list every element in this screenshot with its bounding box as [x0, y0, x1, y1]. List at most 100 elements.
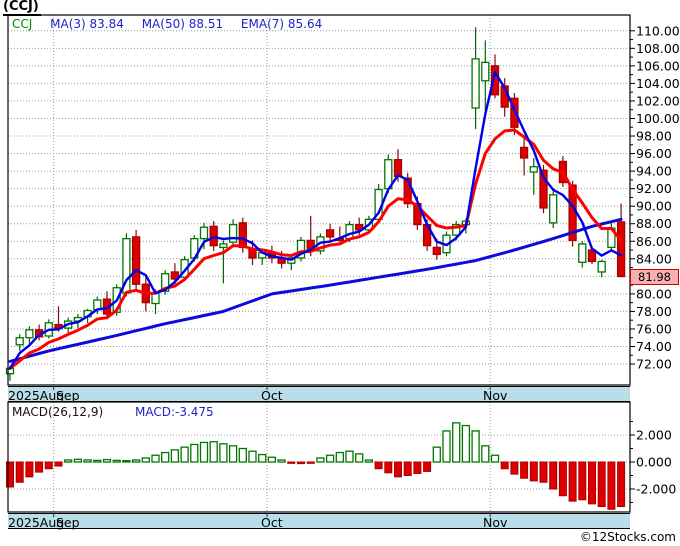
ma3-line [8, 70, 623, 370]
macd-bar-positive [267, 456, 277, 463]
macd-bar-negative [500, 461, 509, 470]
macd-bar-negative [617, 461, 626, 508]
macd-bar-positive [73, 458, 83, 463]
price-tick-label: 88.00 [636, 216, 672, 231]
macd-bar-negative [25, 461, 34, 478]
candle-body [529, 166, 538, 173]
macd-bar-negative [588, 461, 596, 505]
macd-bar-positive [131, 459, 141, 463]
macd-bar-positive [170, 449, 180, 463]
macd-bar-positive [325, 454, 335, 463]
candle-body [519, 146, 529, 159]
macd-bar-positive [432, 446, 441, 463]
macd-bar-positive [112, 459, 121, 463]
date-axis-bottom: 2025Aug Sep Oct Nov [8, 513, 630, 530]
macd-bar-positive [490, 454, 500, 463]
candle-body [393, 159, 403, 178]
candle-body [481, 61, 490, 82]
macd-bar-positive [219, 443, 228, 463]
macd-bar-negative [384, 461, 393, 474]
macd-bar-positive [238, 447, 247, 463]
macd-bar-negative [597, 461, 606, 508]
legend-ma50-label: MA(50) [141, 17, 185, 31]
macd-bar-positive [151, 454, 160, 463]
candle-body [161, 273, 170, 292]
macd-bar-positive [209, 441, 218, 463]
macd-bar-negative [558, 461, 567, 497]
macd-histogram [6, 422, 626, 510]
macd-bar-negative [423, 461, 432, 472]
macd-bar-positive [452, 422, 461, 463]
month-label: Sep [56, 388, 80, 403]
ema7-line [8, 128, 623, 370]
macd-value-label: MACD:-3.475 [134, 405, 214, 419]
macd-bar-negative [578, 461, 587, 501]
candle-body [432, 246, 441, 256]
month-label: 2025Aug [8, 388, 65, 403]
last-price-tag: 81.98 [630, 269, 679, 285]
macd-bar-negative [607, 461, 616, 510]
macd-bar-positive [335, 451, 344, 463]
month-label: Nov [483, 388, 508, 403]
macd-bar-positive [364, 459, 374, 463]
candle-body [238, 222, 247, 249]
price-tick-label: 108.00 [636, 41, 680, 56]
macd-panel: 2.000 0.000 -2.000 [6, 402, 676, 512]
macd-bar-positive [190, 443, 199, 463]
price-tick-label: 74.00 [636, 339, 672, 354]
month-label: Oct [261, 388, 283, 403]
macd-bar-negative [374, 461, 383, 470]
price-tick-label: 78.00 [636, 304, 672, 319]
macd-bar-negative [44, 461, 53, 470]
candle-body [578, 243, 587, 263]
macd-bar-positive [481, 445, 490, 463]
main-panel: 72.0074.0076.0078.0080.0082.0084.0086.00… [5, 15, 680, 385]
legend-ma50-value: 88.51 [188, 17, 224, 31]
macd-bar-negative [529, 461, 538, 482]
price-tick-label: 94.00 [636, 164, 672, 179]
macd-bar-negative [297, 461, 305, 465]
candle-body [616, 221, 626, 278]
price-tick-label: 100.00 [636, 111, 680, 126]
macd-bar-positive [122, 459, 131, 463]
macd-bar-positive [277, 459, 286, 463]
macd-legend: MACD(26,12,9) MACD:-3.475 [12, 405, 214, 419]
candle-body [510, 97, 519, 128]
macd-bar-positive [64, 459, 73, 463]
price-tick-label: 110.00 [636, 23, 680, 38]
legend-ma3-label: MA(3) [50, 17, 86, 31]
month-label: Oct [261, 515, 283, 530]
candle-body [490, 65, 500, 96]
macd-bar-positive [93, 459, 102, 463]
price-tick-label: 104.00 [636, 76, 680, 91]
candle-body [228, 223, 238, 243]
macd-tick-label: 2.000 [636, 428, 672, 443]
candle-body [549, 194, 558, 224]
macd-bar-positive [102, 458, 112, 463]
legend-ema7-value: 85.64 [287, 17, 323, 31]
page-title: (CCJ) [3, 0, 41, 16]
macd-bar-positive [258, 453, 267, 463]
price-tick-label: 80.00 [636, 286, 672, 301]
price-tick-label: 102.00 [636, 93, 680, 108]
macd-bar-negative [539, 461, 548, 483]
legend-ema7-label: EMA(7) [240, 17, 285, 31]
macd-bar-positive [461, 424, 471, 463]
candle-body [131, 236, 141, 285]
macd-bar-negative [306, 461, 315, 464]
legend-ma3-value: 83.84 [89, 17, 124, 31]
candle-body [219, 243, 228, 249]
main-panel-border [7, 14, 631, 386]
candle-body [597, 260, 606, 273]
macd-bar-negative [35, 461, 44, 473]
price-tick-label: 86.00 [636, 234, 672, 249]
price-tick-label: 106.00 [636, 58, 680, 73]
credit-link[interactable]: ©12Stocks.com [579, 530, 676, 544]
macd-bar-negative [394, 461, 402, 478]
macd-bar-negative [287, 461, 296, 464]
price-tick-label: 84.00 [636, 251, 672, 266]
month-label: Sep [56, 515, 80, 530]
macd-bar-positive [442, 430, 451, 463]
